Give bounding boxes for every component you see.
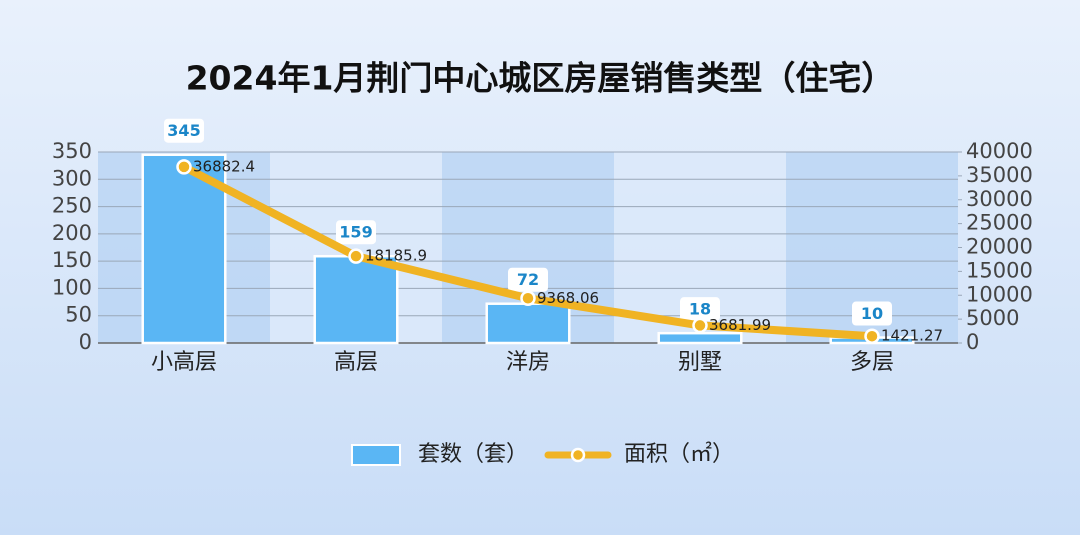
- y2-tick-label: 30000: [966, 187, 1033, 211]
- value-label: 9368.06: [537, 289, 599, 307]
- value-label: 159: [339, 223, 372, 242]
- value-label-box: [680, 297, 720, 322]
- value-label-box: [852, 301, 892, 326]
- y-tick-label: 350: [52, 139, 92, 163]
- y2-tick-label: 25000: [966, 211, 1033, 235]
- value-label: 18: [689, 300, 711, 319]
- value-label: 3681.99: [709, 316, 771, 334]
- marker: [864, 328, 880, 344]
- value-label: 72: [517, 270, 539, 289]
- marker: [176, 159, 192, 175]
- legend-label: 面积（㎡）: [624, 441, 734, 467]
- value-label: 36882.4: [193, 157, 255, 175]
- y2-tick-label: 40000: [966, 139, 1033, 163]
- y-tick-label: 150: [52, 248, 92, 272]
- legend-swatch-marker: [570, 447, 586, 463]
- y2-tick-label: 0: [966, 330, 979, 354]
- y-tick-label: 300: [52, 166, 92, 190]
- y2-tick-label: 10000: [966, 282, 1033, 306]
- x-tick-label: 洋房: [506, 350, 550, 375]
- x-tick-label: 多层: [850, 350, 894, 375]
- value-label-box: [508, 267, 548, 292]
- y2-tick-label: 20000: [966, 235, 1033, 259]
- value-label-box: [336, 220, 376, 245]
- y2-tick-label: 5000: [966, 306, 1019, 330]
- value-label: 10: [861, 304, 883, 323]
- legend-label: 套数（套）: [418, 442, 528, 467]
- legend-swatch: [351, 444, 401, 466]
- y-tick-label: 50: [65, 303, 92, 327]
- bar: [313, 254, 399, 345]
- marker: [520, 290, 536, 307]
- marker: [348, 248, 364, 264]
- y-tick-label: 100: [52, 275, 92, 299]
- x-tick-label: 小高层: [151, 350, 217, 375]
- value-label: 1421.27: [881, 327, 943, 345]
- y-tick-label: 200: [52, 221, 92, 245]
- value-label: 18185.9: [365, 247, 427, 265]
- y2-tick-label: 15000: [966, 258, 1033, 282]
- value-label: 345: [167, 121, 200, 140]
- chart-title: 2024年1月荆门中心城区房屋销售类型（住宅）: [186, 59, 895, 98]
- x-tick-label: 高层: [334, 350, 378, 375]
- y2-tick-label: 35000: [966, 163, 1033, 187]
- bar: [657, 331, 743, 345]
- value-label-box: [164, 118, 204, 143]
- marker: [692, 317, 708, 334]
- bar: [485, 302, 571, 345]
- x-tick-label: 别墅: [678, 350, 722, 375]
- y-tick-label: 250: [52, 194, 92, 218]
- y-tick-label: 0: [79, 330, 92, 354]
- bar: [141, 153, 227, 345]
